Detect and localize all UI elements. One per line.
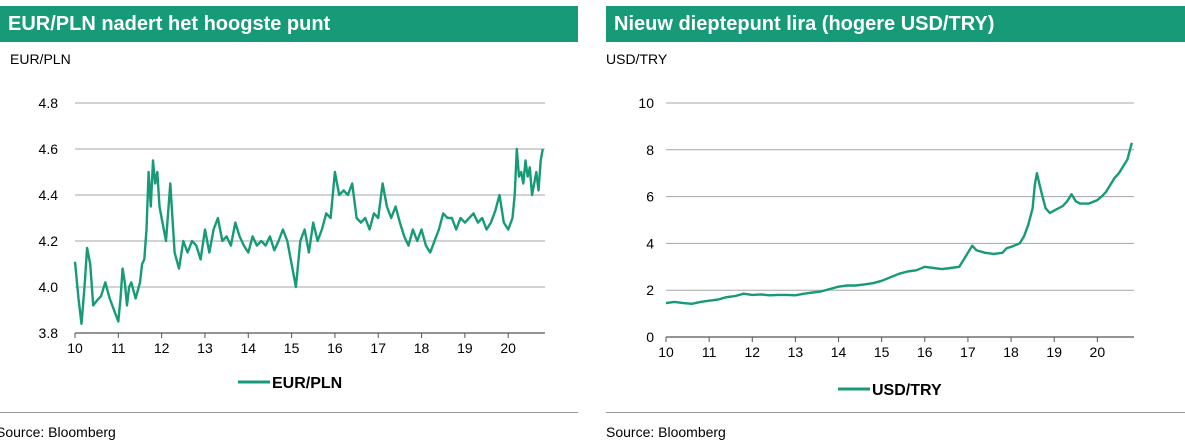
y-tick-label: 6 — [646, 189, 654, 205]
x-tick-label: 17 — [960, 344, 976, 360]
x-tick-label: 15 — [874, 344, 890, 360]
y-tick-label: 4.8 — [39, 95, 59, 111]
source-label: Source: Bloomberg — [606, 424, 726, 440]
source-label: Source: Bloomberg — [0, 424, 116, 440]
divider — [606, 412, 1185, 413]
x-tick-label: 13 — [197, 340, 213, 356]
y-tick-label: 4.2 — [39, 233, 59, 249]
divider — [0, 412, 578, 413]
x-tick-label: 10 — [67, 340, 83, 356]
x-tick-label: 20 — [500, 340, 516, 356]
x-tick-label: 18 — [1003, 344, 1019, 360]
x-tick-label: 19 — [1046, 344, 1062, 360]
chart-title: Nieuw dieptepunt lira (hogere USD/TRY) — [606, 6, 1185, 42]
x-tick-label: 11 — [702, 344, 717, 360]
x-tick-label: 18 — [414, 340, 430, 356]
x-tick-label: 19 — [457, 340, 473, 356]
chart-title: EUR/PLN nadert het hoogste punt — [0, 6, 578, 42]
x-tick-label: 15 — [284, 340, 300, 356]
x-tick-label: 10 — [658, 344, 674, 360]
y-tick-label: 10 — [638, 95, 654, 111]
x-tick-label: 14 — [240, 340, 256, 356]
x-tick-label: 11 — [111, 340, 126, 356]
y-tick-label: 4.0 — [39, 279, 59, 295]
y-unit-label: USD/TRY — [606, 51, 668, 67]
chart-panel-usdtry: Nieuw dieptepunt lira (hogere USD/TRY) U… — [606, 0, 1185, 447]
y-unit-label: EUR/PLN — [10, 51, 71, 67]
x-tick-label: 16 — [917, 344, 933, 360]
x-tick-label: 17 — [370, 340, 386, 356]
chart-panel-eurpln: EUR/PLN nadert het hoogste punt EUR/PLN … — [0, 0, 578, 447]
y-tick-label: 0 — [646, 329, 654, 345]
x-tick-label: 12 — [744, 344, 760, 360]
y-tick-label: 3.8 — [39, 325, 59, 341]
y-tick-label: 4.6 — [39, 141, 59, 157]
eurpln-chart: 3.8 4.0 4.2 4.4 4.6 4.8 10 11 12 13 14 15 16 17 18 19 20… — [39, 95, 545, 392]
y-tick-label: 8 — [646, 142, 654, 158]
legend-label: EUR/PLN — [272, 375, 342, 392]
y-tick-label: 4 — [646, 235, 654, 251]
x-tick-label: 12 — [154, 340, 170, 356]
x-tick-label: 20 — [1090, 344, 1106, 360]
y-tick-label: 2 — [646, 282, 654, 298]
x-tick-label: 13 — [788, 344, 804, 360]
usdtry-chart: 0 2 4 6 8 10 10 11 12 13 14 15 16 17 18 19 20 USD/TRY — [638, 95, 1134, 399]
x-tick-label: 16 — [327, 340, 343, 356]
y-tick-label: 4.4 — [39, 187, 59, 203]
series-line — [73, 147, 544, 325]
legend-label: USD/TRY — [872, 382, 942, 399]
series-line — [665, 142, 1133, 305]
x-tick-label: 14 — [831, 344, 847, 360]
